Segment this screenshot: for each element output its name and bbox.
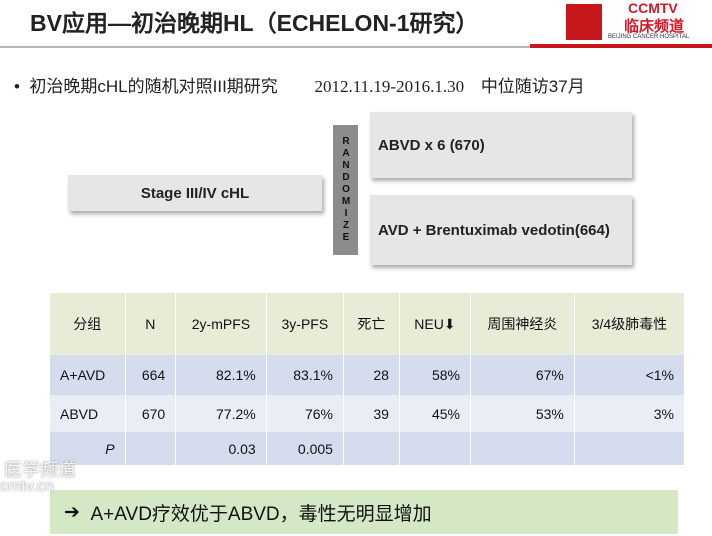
randomize-box: RANDOMIZE — [333, 125, 358, 255]
table-cell: 664 — [125, 355, 177, 395]
logo-mark — [566, 4, 602, 40]
conclusion-text: A+AVD疗效优于ABVD，毒性无明显增加 — [90, 503, 432, 525]
table-cell: 0.03 — [175, 432, 267, 465]
header-cell: 3y-PFS — [266, 293, 344, 355]
header-cell: 2y-mPFS — [175, 293, 267, 355]
table-cell — [470, 432, 575, 465]
logo-text: 临床频道 — [624, 18, 685, 35]
arm-box: AVD + Brentuximab vedotin(664) — [370, 195, 632, 265]
table-row: P 0.03 0.005 — [50, 432, 686, 465]
header-rule — [0, 46, 530, 48]
logo-text: BEIJING CANCER HOSPITAL — [608, 34, 690, 40]
table-cell: 58% — [399, 355, 471, 395]
population-box: Stage III/IV cHL — [68, 175, 322, 211]
bullet-text: 初治晚期cHL的随机对照III期研究 — [29, 77, 278, 96]
table-cell: 82.1% — [175, 355, 267, 395]
slide-title: BV应用—初治晚期HL（ECHELON-1研究） — [30, 10, 479, 36]
results-table: 分组 N 2y-mPFS 3y-PFS 死亡 NEU⬇ 周围神经炎 3/4级肺毒性 A+AVD 6… — [50, 293, 686, 465]
table-cell: 0.005 — [266, 432, 344, 465]
table-cell: ABVD — [50, 395, 126, 432]
table-cell — [343, 432, 400, 465]
table-cell: <1% — [574, 355, 686, 395]
header-cell: 周围神经炎 — [470, 293, 575, 355]
header-cell: NEU⬇ — [399, 293, 471, 355]
table-cell: 67% — [470, 355, 575, 395]
conclusion: ➔ A+AVD疗效优于ABVD，毒性无明显增加 — [50, 490, 678, 534]
bullet: • 初治晚期cHL的随机对照III期研究 2012.11.19-2016.1.3… — [14, 77, 585, 96]
table-cell — [574, 432, 686, 465]
watermark: cmtv.cn — [0, 478, 54, 495]
table-cell: A+AVD — [50, 355, 126, 395]
arm-box: ABVD x 6 (670) — [370, 112, 632, 178]
table-cell — [399, 432, 471, 465]
logo-text: CCMTV — [628, 0, 678, 16]
table-cell: 3% — [574, 395, 686, 432]
randomize-text: RANDOMIZE — [340, 136, 352, 244]
table-row: A+AVD 664 82.1% 83.1% 28 58% 67% <1% — [50, 355, 686, 395]
table-row: ABVD 670 77.2% 76% 39 45% 53% 3% — [50, 395, 686, 432]
table-cell: 28 — [343, 355, 400, 395]
header-rule-accent — [530, 44, 712, 48]
table-cell — [125, 432, 177, 465]
table-cell: 670 — [125, 395, 177, 432]
table-cell: 45% — [399, 395, 471, 432]
header-cell: 死亡 — [343, 293, 400, 355]
watermark: 医学频道 — [4, 460, 76, 480]
table-cell: 76% — [266, 395, 344, 432]
header-cell: N — [125, 293, 177, 355]
header-cell: 分组 — [50, 293, 126, 355]
table-cell: 77.2% — [175, 395, 267, 432]
table-cell: 83.1% — [266, 355, 344, 395]
bullet-dates: 2012.11.19-2016.1.30 — [314, 77, 465, 96]
table-cell: P — [50, 432, 126, 465]
table-cell: 53% — [470, 395, 575, 432]
header-cell: 3/4级肺毒性 — [574, 293, 686, 355]
table-cell: 39 — [343, 395, 400, 432]
bullet-followup: 中位随访37月 — [480, 77, 585, 96]
header-row: 分组 N 2y-mPFS 3y-PFS 死亡 NEU⬇ 周围神经炎 3/4级肺毒性 — [50, 293, 686, 355]
